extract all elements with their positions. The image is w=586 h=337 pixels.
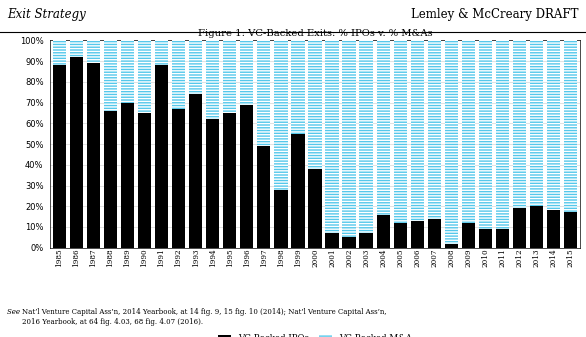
Bar: [394, 40, 407, 223]
Bar: [377, 215, 390, 248]
Bar: [479, 40, 492, 229]
Legend: VC-Backed IPOs, VC-Backed M&A: VC-Backed IPOs, VC-Backed M&A: [214, 331, 415, 337]
Bar: [428, 219, 441, 248]
Bar: [87, 40, 100, 63]
Bar: [257, 146, 271, 248]
Bar: [223, 40, 236, 113]
Bar: [530, 40, 543, 206]
Bar: [479, 229, 492, 248]
Bar: [172, 40, 185, 109]
Bar: [121, 102, 134, 248]
Bar: [274, 190, 288, 248]
Bar: [342, 237, 356, 248]
Bar: [308, 169, 322, 248]
Bar: [547, 210, 560, 248]
Bar: [513, 40, 526, 208]
Bar: [411, 40, 424, 221]
Bar: [359, 40, 373, 233]
Bar: [513, 208, 526, 248]
Bar: [428, 40, 441, 219]
Bar: [547, 40, 560, 210]
Bar: [496, 40, 509, 229]
Bar: [308, 40, 322, 169]
Bar: [462, 40, 475, 223]
Bar: [325, 40, 339, 233]
Bar: [496, 229, 509, 248]
Bar: [223, 113, 236, 248]
Bar: [104, 111, 117, 248]
Bar: [138, 40, 151, 113]
Text: Exit Strategy: Exit Strategy: [7, 8, 86, 22]
Bar: [325, 233, 339, 248]
Text: See: See: [7, 308, 22, 316]
Bar: [462, 223, 475, 248]
Text: Nat’l Venture Capital Ass’n, 2014 Yearbook, at 14 fig. 9, 15 fig. 10 (2014); Nat: Nat’l Venture Capital Ass’n, 2014 Yearbo…: [22, 308, 387, 326]
Bar: [445, 244, 458, 248]
Bar: [257, 40, 271, 146]
Bar: [240, 105, 253, 248]
Bar: [564, 40, 577, 212]
Text: Lemley & McCreary DRAFT: Lemley & McCreary DRAFT: [411, 8, 579, 22]
Bar: [70, 57, 83, 248]
Bar: [53, 40, 66, 65]
Bar: [274, 40, 288, 190]
Bar: [155, 40, 168, 65]
Bar: [359, 233, 373, 248]
Bar: [70, 40, 83, 57]
Bar: [121, 40, 134, 102]
Bar: [411, 221, 424, 248]
Bar: [394, 223, 407, 248]
Bar: [53, 65, 66, 248]
Bar: [530, 206, 543, 248]
Bar: [377, 40, 390, 215]
Bar: [172, 109, 185, 248]
Bar: [138, 113, 151, 248]
Bar: [206, 119, 219, 248]
Bar: [189, 94, 202, 248]
Bar: [87, 63, 100, 248]
Bar: [240, 40, 253, 105]
Bar: [291, 134, 305, 248]
Bar: [564, 212, 577, 248]
Bar: [189, 40, 202, 94]
Title: Figure 1: VC-Backed Exits: % IPOs v. % M&As: Figure 1: VC-Backed Exits: % IPOs v. % M…: [197, 29, 432, 38]
Bar: [342, 40, 356, 237]
Bar: [445, 40, 458, 244]
Bar: [155, 65, 168, 248]
Bar: [206, 40, 219, 119]
Bar: [291, 40, 305, 134]
Bar: [104, 40, 117, 111]
